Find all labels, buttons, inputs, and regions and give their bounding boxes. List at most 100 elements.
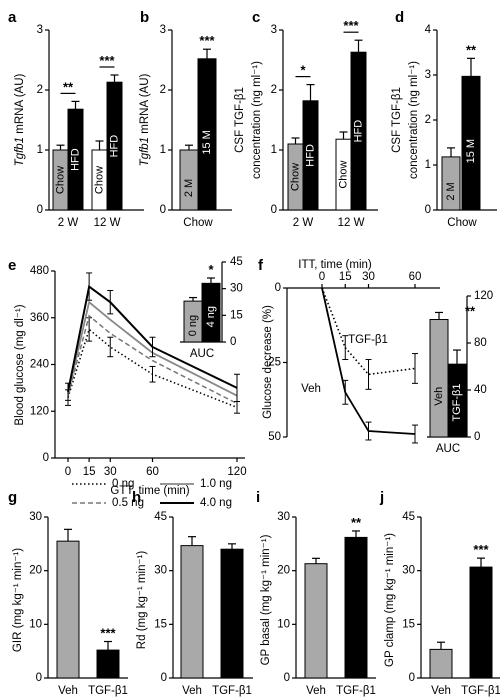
panel-i-significance: ** (351, 515, 362, 530)
panel-c-bar-label: HFD (353, 120, 365, 143)
panel-d-x-label: Chow (447, 217, 477, 229)
panel-g-y-tick-label: 0 (36, 672, 42, 684)
panel-f-series-label: TGF-β1 (348, 334, 388, 346)
panel-f-x-tick-label: 0 (319, 271, 325, 283)
panel-i-y-tick-label: 10 (277, 618, 290, 630)
panel-h-y-tick-label: 0 (161, 672, 167, 684)
panel-e-y-tick-label: 0 (43, 452, 49, 464)
panel-e-y-tick-label: 480 (30, 265, 49, 277)
panel-b-y-tick-label: 0 (160, 204, 166, 216)
panel-a-y-tick-label: 3 (37, 24, 43, 36)
panel-f-inset-bar-label: Veh (433, 387, 445, 406)
panel-e-x-tick-label: 60 (146, 466, 159, 478)
panel-d-y-axis-label: CSF TGF-β1 (391, 87, 403, 153)
panel-a-bar-label: HFD (70, 148, 82, 171)
panel-letter-f: f (258, 257, 264, 274)
panel-i-x-tick-label: TGF-β1 (336, 685, 376, 697)
panel-b-y-axis-label: Tgfb1 mRNA (AU) (139, 73, 151, 166)
panel-h-y-tick-label: 45 (154, 511, 167, 523)
panel-i-y-tick-label: 0 (284, 672, 290, 684)
panel-letter-g: g (8, 489, 17, 506)
panel-d-y-tick-label: 3 (425, 69, 431, 81)
panel-c-bar-label: Chow (338, 160, 350, 188)
panel-letter-i: i (256, 489, 260, 506)
panel-a-y-tick-label: 0 (37, 204, 43, 216)
panel-e-y-axis-label: Blood glucose (mg dl⁻¹) (14, 304, 26, 425)
panel-f-y-tick-label: 25 (268, 357, 281, 369)
panel-a-bar-label: HFD (109, 135, 121, 158)
panel-c-y-axis-label: CSF TGF-β1 (234, 87, 246, 153)
panel-f-series-label: Veh (301, 383, 321, 395)
panel-i-y-tick-label: 20 (277, 565, 290, 577)
panel-g-significance: *** (100, 626, 116, 641)
panel-f-x-tick-label: 60 (409, 271, 422, 283)
panel-c-y-axis-label-2: concentration (ng ml⁻¹) (251, 61, 263, 179)
panel-f-inset-y-tick-label: 80 (474, 337, 487, 349)
panel-c-significance: *** (343, 18, 359, 33)
panel-g-x-tick-label: Veh (58, 685, 78, 697)
panel-a-y-tick-label: 2 (37, 84, 43, 96)
panel-i-y-axis-label: GP basal (mg kg⁻¹ min⁻¹) (260, 534, 272, 665)
panel-d-y-tick-label: 2 (425, 114, 431, 126)
panel-d-y-axis-label-2: concentration (ng ml⁻¹) (408, 61, 420, 179)
panel-a-bar-label: Chow (55, 166, 67, 194)
panel-c-y-tick-label: 0 (271, 204, 277, 216)
panel-e-x-tick-label: 0 (65, 466, 71, 478)
panel-h-TGF1-bar (220, 548, 244, 679)
panel-h-x-tick-label: Veh (182, 685, 202, 697)
panel-f-x-tick-label: 30 (362, 271, 375, 283)
panel-e-y-tick-label: 240 (30, 359, 49, 371)
panel-c-bar-label: Chow (290, 163, 302, 191)
panel-f-inset-x-label: AUC (436, 443, 460, 455)
panel-a-significance: *** (99, 53, 115, 68)
panel-e-legend-label: 0.5 ng (112, 497, 144, 509)
panel-c-y-tick-label: 1 (271, 144, 277, 156)
panel-e-legend-label: 1.0 ng (200, 478, 232, 490)
panel-d-y-tick-label: 0 (425, 204, 431, 216)
panel-a-x-tick-label: 2 W (58, 217, 79, 229)
panel-f-inset-bar-label: TGF-β1 (451, 384, 463, 422)
panel-j-TGF1-bar (469, 566, 493, 679)
panel-a-bar-label: Chow (94, 166, 106, 194)
panel-e-series-1-0-ng (67, 300, 238, 397)
panel-i-TGF1-bar (344, 536, 368, 679)
panel-e-inset-bar-label: 4 ng (205, 306, 217, 327)
panel-h-y-axis-label: Rd (mg kg⁻¹ min⁻¹) (136, 551, 148, 650)
panel-j-y-axis-label: GP clamp (mg kg⁻¹ min⁻¹) (384, 533, 396, 667)
panel-j-x-tick-label: TGF-β1 (461, 685, 500, 697)
panel-e-x-tick-label: 15 (83, 466, 96, 478)
panel-j-y-tick-label: 30 (402, 565, 415, 577)
panel-j-Veh-bar (429, 648, 453, 679)
panel-e-inset-y-tick-label: 30 (230, 283, 243, 295)
panel-a-y-axis-label: Tgfb1 mRNA (AU) (14, 73, 26, 166)
panel-f-x-axis-label: ITT, time (min) (298, 259, 372, 271)
panel-b-bar-label: 15 M (201, 130, 213, 154)
panel-h-y-tick-label: 15 (154, 618, 167, 630)
panel-e-legend-label: 4.0 ng (200, 497, 232, 509)
panel-f-y-tick-label: 0 (275, 282, 281, 294)
panel-i-Veh-bar (304, 563, 328, 679)
panel-e-x-tick-label: 30 (104, 466, 117, 478)
panel-letter-j: j (379, 489, 384, 506)
panel-j-significance: *** (473, 542, 489, 557)
panel-f-inset-y-tick-label: 40 (474, 384, 487, 396)
panel-e-y-tick-label: 120 (30, 405, 49, 417)
panel-b-significance: *** (199, 33, 215, 48)
panel-letter-a: a (8, 9, 17, 26)
panel-f-inset-y-tick-label: 120 (474, 290, 493, 302)
panel-j-y-tick-label: 45 (402, 511, 415, 523)
panel-h-Veh-bar (180, 545, 204, 679)
panel-h-x-tick-label: TGF-β1 (212, 685, 252, 697)
panel-f-inset-Veh-bar (429, 319, 449, 438)
panel-e-legend-label: 0 ng (112, 478, 134, 490)
panel-b-y-tick-label: 1 (160, 144, 166, 156)
panel-f-inset-significance: ** (465, 304, 476, 319)
panel-c-x-tick-label: 2 W (293, 217, 314, 229)
panel-a-significance: ** (63, 79, 74, 94)
panel-b-y-tick-label: 3 (160, 24, 166, 36)
panel-letter-e: e (8, 257, 16, 274)
panel-g-y-tick-label: 10 (29, 618, 42, 630)
panel-b-bar-label: 2 M (183, 179, 195, 197)
panel-letter-d: d (395, 9, 404, 26)
